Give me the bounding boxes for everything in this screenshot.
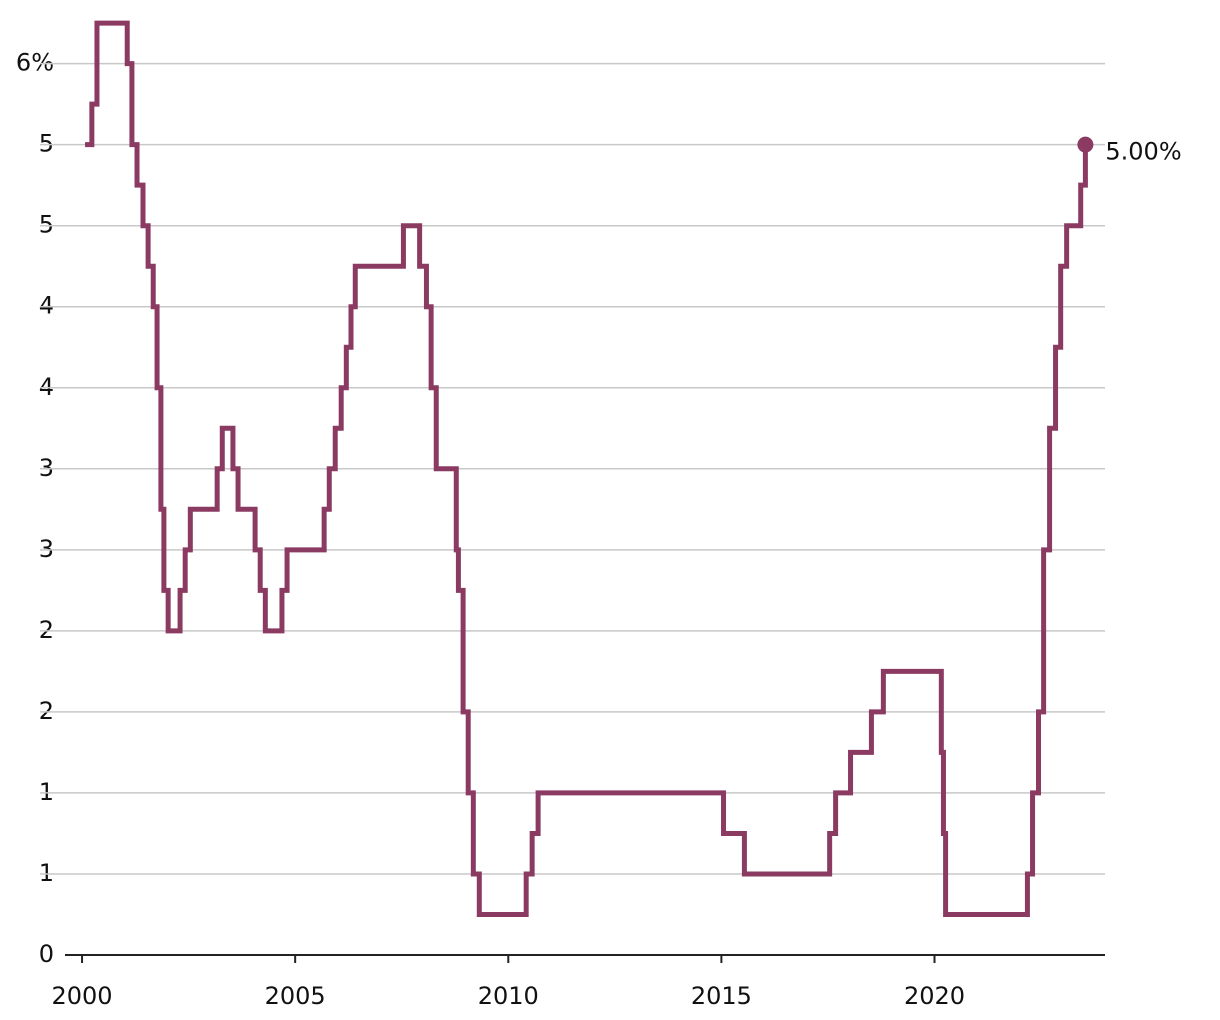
y-tick-label: 4: [39, 373, 54, 401]
y-tick-label: 5: [39, 211, 54, 239]
y-tick-label: 3: [39, 535, 54, 563]
x-tick-label: 2015: [691, 982, 752, 1010]
end-label: 5.00%: [1105, 138, 1181, 166]
end-point: [1077, 136, 1094, 153]
rate-line: [85, 20, 1088, 917]
y-tick-label: 5: [39, 130, 54, 158]
y-tick-label: 0: [39, 940, 54, 968]
y-tick-label: 4: [39, 292, 54, 320]
x-tick-label: 2010: [478, 982, 539, 1010]
y-tick-label: 1: [39, 859, 54, 887]
x-tick-label: 2005: [265, 982, 326, 1010]
x-tick-label: 2020: [904, 982, 965, 1010]
x-tick-label: 2000: [52, 982, 113, 1010]
y-tick-label: 2: [39, 616, 54, 644]
y-tick-label: 6%: [16, 49, 54, 77]
y-tick-label: 1: [39, 778, 54, 806]
y-tick-label: 3: [39, 454, 54, 482]
y-tick-label: 2: [39, 697, 54, 725]
